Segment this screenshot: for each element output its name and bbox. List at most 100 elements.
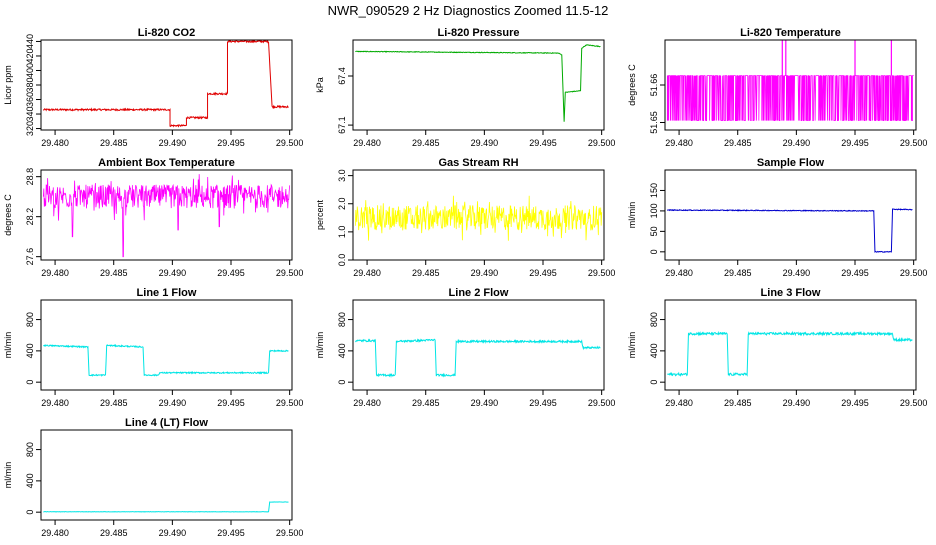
x-tick-label: 29.480 (41, 528, 69, 538)
series-path (666, 208, 913, 253)
x-tick-label: 29.500 (276, 268, 304, 278)
y-tick-label: 150 (649, 183, 659, 198)
x-tick-label: 29.495 (841, 398, 869, 408)
y-tick-label: 100 (649, 203, 659, 218)
y-tick-label: 320 (25, 121, 35, 136)
y-tick-label: 3.0 (337, 169, 347, 182)
series-line (42, 174, 291, 258)
chart-panel: Li-820 Pressure kPa 29.480 29.485 29.490 29.4… (315, 27, 615, 148)
x-tick-label: 29.485 (724, 138, 752, 148)
series-path (355, 44, 601, 122)
x-tick-label: 29.490 (471, 398, 499, 408)
chart-panel: Line 2 Flow ml/min 29.480 29.485 29.490 29.49… (315, 287, 615, 408)
figure-title: NWR_090529 2 Hz Diagnostics Zoomed 11.5-… (328, 3, 609, 18)
x-tick-label: 29.490 (159, 398, 187, 408)
plot-frame (40, 39, 293, 131)
series-path (43, 501, 289, 513)
x-tick-label: 29.490 (783, 138, 811, 148)
x-tick-label: 29.500 (588, 138, 616, 148)
series-path (42, 174, 291, 258)
y-tick-label: 50 (649, 226, 659, 236)
y-tick-label: 800 (25, 442, 35, 457)
x-tick-label: 29.485 (100, 528, 128, 538)
y-axis-label: ml/min (627, 202, 637, 229)
y-tick-label: 0 (649, 249, 659, 254)
x-tick-label: 29.480 (665, 268, 693, 278)
x-tick-label: 29.480 (353, 138, 381, 148)
y-tick-label: 0 (25, 380, 35, 385)
y-tick-label: 2.0 (337, 197, 347, 210)
series-line (355, 44, 601, 122)
chart-panel: Ambient Box Temperature degrees C 29.480 29… (3, 157, 303, 278)
x-tick-label: 29.495 (217, 398, 245, 408)
x-tick-label: 29.490 (159, 138, 187, 148)
plot-frame (40, 299, 293, 391)
series-path (355, 338, 601, 378)
y-tick-label: 51.65 (649, 111, 659, 134)
y-tick-label: 420 (25, 48, 35, 63)
y-tick-label: 400 (25, 343, 35, 358)
x-tick-label: 29.500 (588, 398, 616, 408)
y-axis-label: ml/min (315, 332, 325, 359)
x-tick-label: 29.500 (276, 138, 304, 148)
x-tick-label: 29.480 (353, 268, 381, 278)
y-axis-label: ml/min (3, 332, 13, 359)
y-axis-label: percent (315, 199, 325, 230)
y-tick-label: 360 (25, 92, 35, 107)
chart-panel: Li-820 Temperature degrees C 29.480 29.485 2… (627, 27, 927, 148)
series-line (354, 195, 603, 241)
x-tick-label: 29.500 (900, 138, 928, 148)
x-tick-label: 29.485 (412, 398, 440, 408)
x-tick-label: 29.485 (100, 398, 128, 408)
panel-title: Ambient Box Temperature (98, 157, 235, 169)
y-tick-label: 800 (649, 312, 659, 327)
panel-title: Line 3 Flow (761, 287, 821, 299)
y-tick-label: 800 (337, 312, 347, 327)
series-line (43, 501, 289, 513)
series-line (42, 40, 289, 128)
chart-panel: Sample Flow ml/min 29.480 29.485 29.490 29.49… (627, 157, 927, 278)
y-tick-label: 400 (337, 343, 347, 358)
y-tick-label: 340 (25, 107, 35, 122)
plot-frame (40, 169, 293, 261)
plot-frame (352, 39, 605, 131)
plot-frame (352, 169, 605, 261)
series-line (666, 208, 913, 253)
y-tick-label: 67.1 (337, 116, 347, 134)
plot-frame (664, 169, 917, 261)
panel-title: Line 4 (LT) Flow (125, 417, 208, 429)
x-tick-label: 29.480 (41, 398, 69, 408)
x-tick-label: 29.500 (276, 398, 304, 408)
x-tick-label: 29.495 (217, 138, 245, 148)
x-tick-label: 29.495 (529, 138, 557, 148)
y-tick-label: 0 (25, 510, 35, 515)
x-tick-label: 29.480 (665, 138, 693, 148)
y-tick-label: 0 (649, 380, 659, 385)
panel-title: Li-820 CO2 (138, 27, 195, 39)
x-tick-label: 29.490 (783, 398, 811, 408)
x-tick-label: 29.500 (900, 398, 928, 408)
series-line (667, 330, 913, 377)
series-path (43, 343, 289, 377)
chart-panel: Line 1 Flow ml/min 29.480 29.485 29.490 29.49… (3, 287, 303, 408)
y-tick-label: 51.66 (649, 74, 659, 97)
x-tick-label: 29.495 (529, 268, 557, 278)
x-tick-label: 29.500 (276, 528, 304, 538)
x-tick-label: 29.485 (100, 138, 128, 148)
x-tick-label: 29.490 (159, 528, 187, 538)
y-tick-label: 0.0 (337, 254, 347, 267)
y-tick-label: 27.6 (25, 248, 35, 266)
y-tick-label: 380 (25, 77, 35, 92)
x-tick-label: 29.490 (783, 268, 811, 278)
x-tick-label: 29.480 (41, 138, 69, 148)
y-tick-label: 28.8 (25, 168, 35, 186)
x-tick-label: 29.495 (841, 138, 869, 148)
y-tick-label: 67.4 (337, 67, 347, 85)
y-axis-label: kPa (315, 77, 325, 93)
x-tick-label: 29.485 (412, 138, 440, 148)
x-tick-label: 29.495 (841, 268, 869, 278)
y-tick-label: 800 (25, 312, 35, 327)
x-tick-label: 29.485 (724, 268, 752, 278)
series-line (666, 40, 914, 122)
